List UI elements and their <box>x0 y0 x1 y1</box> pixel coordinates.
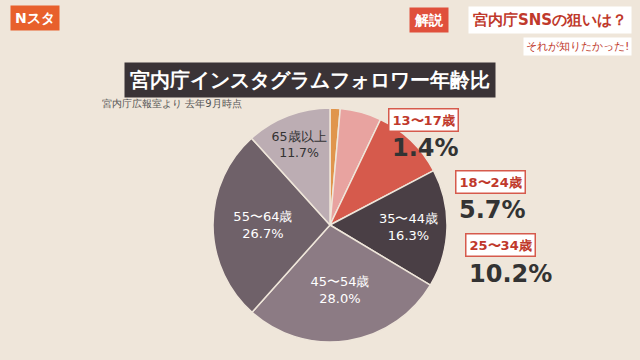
svg-text:18〜24歳: 18〜24歳 <box>460 175 522 190</box>
svg-text:10.2%: 10.2% <box>469 260 552 288</box>
svg-text:45〜54歳28.0%: 45〜54歳28.0% <box>310 274 369 306</box>
svg-text:35〜44歳16.3%: 35〜44歳16.3% <box>379 211 438 243</box>
svg-text:宮内庁インスタグラムフォロワー年齢比: 宮内庁インスタグラムフォロワー年齢比 <box>130 68 490 92</box>
svg-text:65歳以上11.7%: 65歳以上11.7% <box>272 129 327 160</box>
svg-text:1.4%: 1.4% <box>392 134 459 162</box>
svg-text:5.7%: 5.7% <box>459 196 526 224</box>
svg-text:25〜34歳: 25〜34歳 <box>470 238 532 253</box>
svg-text:13〜17歳: 13〜17歳 <box>393 113 455 128</box>
svg-text:解説: 解説 <box>414 12 444 28</box>
svg-text:宮内庁SNSの狙いは？: 宮内庁SNSの狙いは？ <box>473 11 627 29</box>
svg-text:宮内庁広報室より 去年9月時点: 宮内庁広報室より 去年9月時点 <box>102 98 242 109</box>
svg-text:それが知りたかった!: それが知りたかった! <box>526 40 629 53</box>
svg-text:55〜64歳26.7%: 55〜64歳26.7% <box>233 209 292 241</box>
svg-text:Nスタ: Nスタ <box>15 10 55 26</box>
